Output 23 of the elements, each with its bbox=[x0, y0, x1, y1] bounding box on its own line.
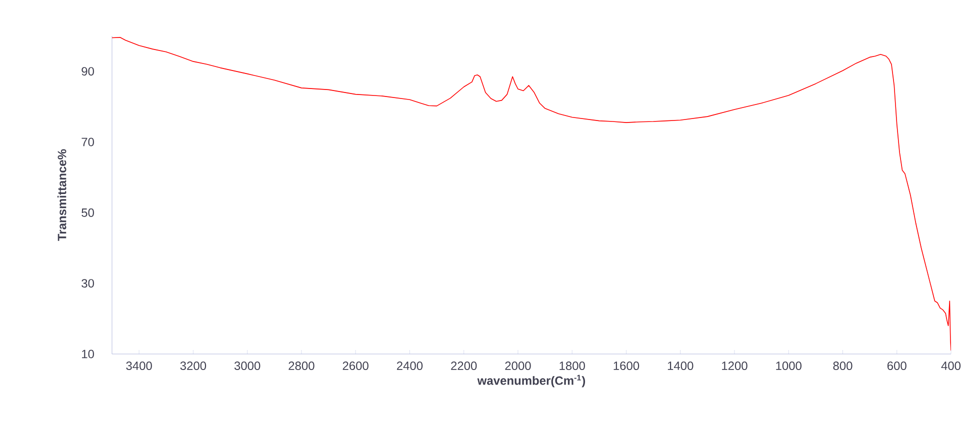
x-tick-label: 1200 bbox=[722, 362, 748, 370]
y-tick-label: 30 bbox=[82, 279, 94, 288]
x-tick-label: 2800 bbox=[288, 362, 314, 370]
x-tick-label: 1600 bbox=[614, 362, 640, 370]
x-tick-label: 1800 bbox=[560, 362, 585, 370]
y-tick-label: 10 bbox=[82, 350, 94, 358]
x-tick-label: 600 bbox=[887, 362, 906, 370]
x-tick-label: 1400 bbox=[668, 362, 694, 370]
x-axis-title: wavenumber(Cm$^{-1}$) bbox=[477, 374, 586, 388]
x-tick-label: 2600 bbox=[342, 362, 368, 370]
y-tick-label: 50 bbox=[82, 208, 94, 217]
x-tick-label: 1000 bbox=[776, 362, 802, 370]
x-tick-label: 3400 bbox=[126, 362, 152, 370]
x-tick-label: 2000 bbox=[505, 362, 531, 370]
y-tick-label: 70 bbox=[82, 138, 94, 146]
x-tick-label: 3000 bbox=[234, 362, 260, 370]
x-tick-label: 800 bbox=[833, 362, 852, 370]
y-tick-label: 90 bbox=[82, 67, 94, 76]
x-tick-label: 400 bbox=[941, 362, 961, 370]
x-tick-label: 2200 bbox=[451, 362, 477, 370]
x-tick-label: 2400 bbox=[396, 362, 423, 370]
y-axis-title: Transmittance% bbox=[57, 149, 66, 241]
x-tick-label: 3200 bbox=[180, 362, 206, 370]
